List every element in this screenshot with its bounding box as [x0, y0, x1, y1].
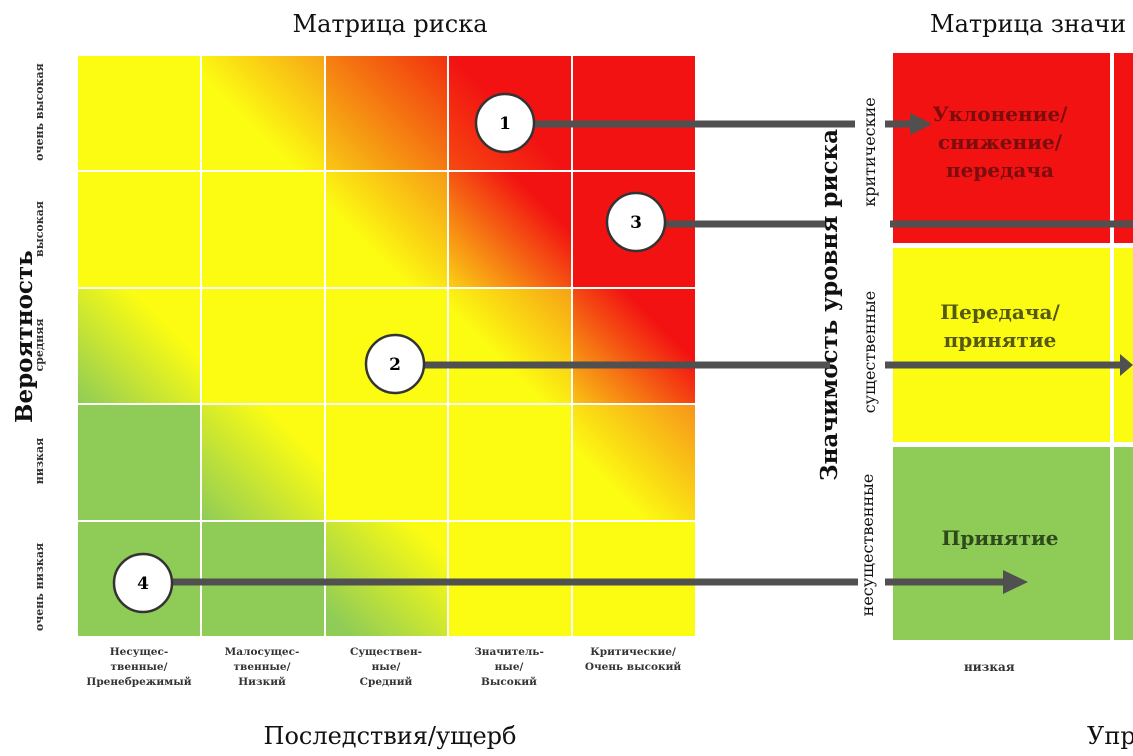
- col-label-negligible: Несущес- твенные/ Пренебрежимый: [86, 646, 192, 688]
- significance-axis-title: Значимость уровня риска: [816, 128, 843, 481]
- risk-cell: [449, 405, 572, 520]
- significance-column-divider: [1110, 53, 1114, 640]
- risk-cell: [201, 288, 324, 404]
- row-label-very-low: очень низкая: [33, 542, 46, 632]
- risk-cell: [573, 56, 695, 171]
- row-label-low: низкая: [33, 437, 46, 485]
- risk-cell: [201, 521, 324, 636]
- risk-matrix-grid: [78, 56, 695, 636]
- significance-substantial-block: [893, 248, 1133, 442]
- level-label-substantial: существенные: [860, 290, 879, 414]
- risk-cell: [78, 405, 200, 520]
- risk-cell: [449, 288, 572, 404]
- action-label-substantial: Передача/ принятие: [900, 298, 1100, 354]
- significance-insignificant-block: [893, 447, 1133, 640]
- risk-cell: [325, 521, 448, 636]
- action-text: Передача/ принятие: [940, 300, 1060, 352]
- risk-cell: [78, 288, 200, 404]
- risk-cell: [325, 288, 448, 404]
- risk-cell: [201, 172, 324, 287]
- row-label-very-high: очень высокая: [33, 63, 46, 161]
- risk-cell: [78, 56, 200, 171]
- significance-matrix-title: Матрица значи: [930, 10, 1127, 38]
- risk-cell: [573, 521, 695, 636]
- risk-cell: [201, 405, 324, 520]
- risk-cell: [78, 172, 200, 287]
- level-label-critical: критические: [860, 97, 879, 207]
- level-label-insignificant: несущественные: [858, 473, 877, 617]
- risk-cell: [449, 172, 572, 287]
- action-label-critical: Уклонение/ снижение/ передача: [900, 100, 1100, 184]
- risk-cell: [449, 521, 572, 636]
- right-axis-title-truncated: Упр: [1087, 722, 1133, 750]
- risk-cell: [78, 521, 200, 636]
- risk-cell: [325, 172, 448, 287]
- risk-cell: [201, 56, 324, 171]
- col-label-medium: Существен- ные/ Средний: [349, 646, 423, 688]
- action-text: Уклонение/ снижение/ передача: [932, 102, 1068, 182]
- risk-cell: [573, 405, 695, 520]
- col-label-low: Малосущес- твенные/ Низкий: [224, 646, 300, 688]
- action-label-insignificant: Принятие: [900, 524, 1100, 552]
- risk-cell: [573, 288, 695, 404]
- col-label-high: Значитель- ные/ Высокий: [474, 646, 544, 688]
- risk-matrix-title: Матрица риска: [292, 10, 488, 38]
- action-text: Принятие: [941, 526, 1059, 550]
- significance-critical-block: [893, 53, 1133, 243]
- col-label-very-high: Критические/ Очень высокий: [584, 646, 682, 673]
- row-label-high: высокая: [33, 201, 46, 257]
- risk-cell: [573, 172, 695, 287]
- x-level-label-low: низкая: [964, 660, 1015, 674]
- row-label-medium: средняя: [33, 318, 46, 372]
- risk-cell: [325, 405, 448, 520]
- x-axis-title: Последствия/ущерб: [263, 722, 517, 750]
- risk-cell: [449, 56, 572, 171]
- risk-cell: [325, 56, 448, 171]
